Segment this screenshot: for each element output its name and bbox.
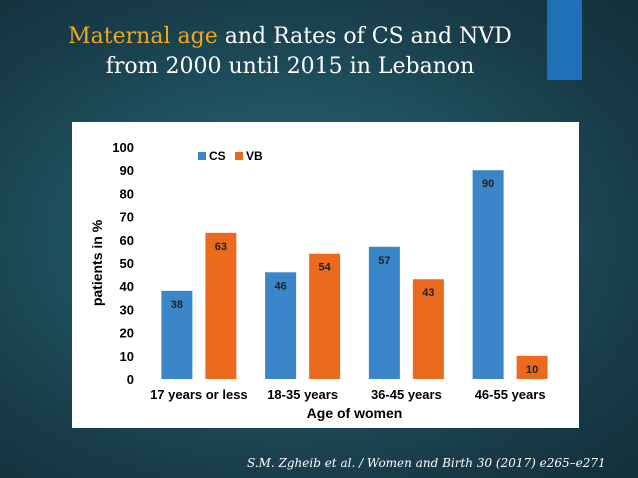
y-tick-label: 10 [120, 349, 134, 364]
data-label: 54 [319, 262, 332, 274]
data-label: 43 [422, 287, 434, 299]
title-line-1: Maternal age and Rates of CS and NVD [60, 22, 520, 52]
bar-vb [412, 279, 444, 379]
x-tick-label: 18-35 years [267, 387, 338, 402]
title-rest: and Rates of CS and NVD [217, 24, 512, 49]
x-tick-label: 46-55 years [475, 387, 546, 402]
y-tick-label: 70 [120, 210, 134, 225]
y-axis-label: patients in % [89, 219, 105, 306]
bar-vb [516, 355, 548, 379]
legend-swatch-vb [235, 152, 243, 160]
x-axis-label: Age of women [307, 405, 403, 421]
chart-panel: 0 10 20 30 40 50 60 70 80 90 100 patients in % 38 63 1… [72, 122, 579, 428]
bar-cs [368, 246, 400, 379]
bar-vb [205, 232, 237, 379]
data-label: 63 [215, 241, 227, 253]
legend-label-cs: CS [209, 149, 226, 163]
y-tick-label: 100 [112, 140, 134, 155]
bar-cs [161, 290, 193, 379]
y-tick-label: 60 [120, 233, 134, 248]
data-label: 57 [378, 255, 390, 267]
y-tick-label: 50 [120, 256, 134, 271]
data-label: 46 [275, 280, 287, 292]
y-tick-label: 30 [120, 302, 134, 317]
legend-label-vb: VB [246, 149, 263, 163]
legend-swatch-cs [198, 152, 206, 160]
bar-cs [265, 272, 297, 379]
bar-chart: 0 10 20 30 40 50 60 70 80 90 100 patients in % 38 63 1… [89, 140, 548, 421]
bar-cs [472, 170, 504, 379]
title-highlight: Maternal age [68, 24, 218, 49]
x-tick-label: 36-45 years [371, 387, 442, 402]
accent-bar [547, 0, 582, 80]
y-tick-label: 40 [120, 279, 134, 294]
bar-vb [309, 253, 341, 379]
slide-title: Maternal age and Rates of CS and NVD fro… [60, 22, 520, 82]
y-tick-label: 80 [120, 186, 134, 201]
y-tick-label: 90 [120, 163, 134, 178]
citation-caption: S.M. Zgheib et al. / Women and Birth 30 … [247, 456, 606, 470]
x-tick-label: 17 years or less [150, 387, 248, 402]
data-label: 10 [526, 364, 538, 376]
data-label: 38 [171, 299, 183, 311]
y-tick-label: 0 [127, 372, 134, 387]
title-line-2: from 2000 until 2015 in Lebanon [105, 54, 475, 79]
data-label: 90 [482, 178, 494, 190]
y-tick-label: 20 [120, 326, 134, 341]
